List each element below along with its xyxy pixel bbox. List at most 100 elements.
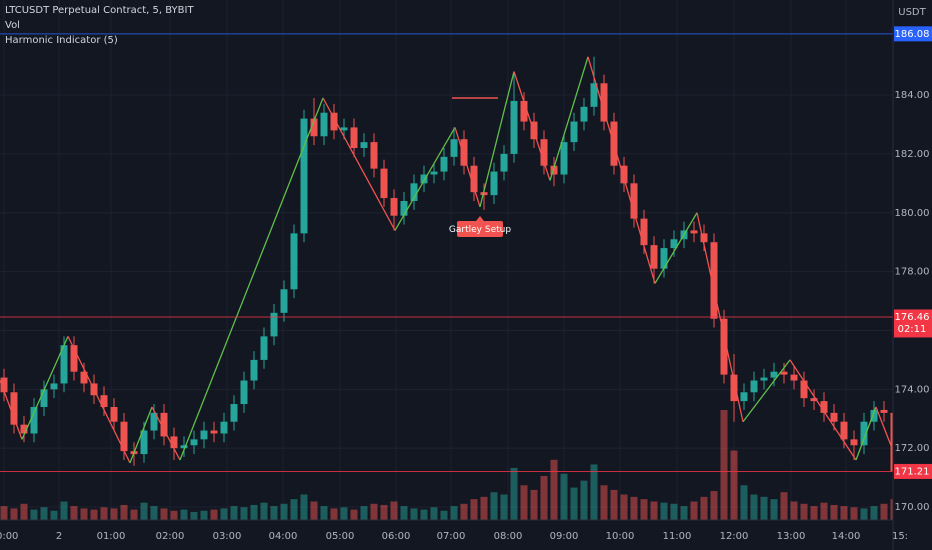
volume-bar (830, 504, 838, 520)
volume-bar (180, 509, 188, 520)
x-tick-label: 15: (892, 531, 908, 542)
x-tick-label: 11:00 (663, 531, 692, 542)
y-tick-label: 178.00 (895, 267, 930, 278)
candle-body (280, 289, 288, 313)
volume-bar (430, 507, 438, 520)
x-tick-label: 14:00 (832, 531, 861, 542)
candle-body (690, 230, 698, 234)
candle-body (310, 118, 318, 137)
volume-bar (520, 485, 528, 520)
candle-body (560, 142, 568, 175)
volume-bar (80, 508, 88, 520)
volume-bar (620, 494, 628, 520)
candle-body (270, 312, 278, 337)
volume-bar (540, 476, 548, 520)
candle-body (440, 156, 448, 172)
y-tick-label: 184.00 (895, 90, 930, 101)
volume-bar (110, 508, 118, 520)
candle-body (490, 171, 498, 196)
volume-bar (190, 511, 198, 520)
volume-bar (650, 501, 658, 520)
volume-bar (260, 502, 268, 520)
candle-body (660, 248, 668, 269)
volume-bar (220, 508, 228, 520)
candle-body (740, 392, 748, 402)
candle-body (590, 83, 598, 107)
x-tick-label: 13:00 (777, 531, 806, 542)
candle-body (380, 168, 388, 199)
volume-bar (310, 501, 318, 520)
x-tick-label: 12:00 (720, 531, 749, 542)
price-label-box (894, 463, 932, 479)
candle-body (60, 345, 68, 384)
candle-body (810, 398, 818, 402)
candle-body (780, 371, 788, 375)
candle-body (550, 165, 558, 175)
volume-bar (120, 504, 128, 520)
harmonic-leg (179, 97, 324, 461)
volume-bar (60, 501, 68, 520)
x-tick-label: 00:00 (0, 531, 18, 542)
candle-body (260, 336, 268, 360)
candle-body (460, 139, 468, 166)
currency-label: USDT (898, 7, 926, 18)
candle-body (210, 430, 218, 434)
x-tick-label: 02:00 (156, 531, 185, 542)
candle-body (430, 171, 438, 175)
candle-body (750, 380, 758, 393)
candle-body (220, 421, 228, 434)
harmonic-leg (587, 56, 656, 284)
countdown-label: 02:11 (898, 324, 927, 335)
candle-body (650, 245, 658, 269)
volume-bar (140, 502, 148, 520)
volume-bar (200, 510, 208, 520)
volume-bar (580, 480, 588, 520)
volume-bar (710, 491, 718, 520)
candle-body (470, 165, 478, 193)
price-label-box (894, 26, 932, 42)
candle-body (0, 377, 8, 393)
volume-bar (480, 496, 488, 520)
harmonic-leg (513, 71, 551, 181)
volume-bar (150, 506, 158, 520)
volume-bar (450, 506, 458, 520)
indicator-label: Harmonic Indicator (5) (5, 35, 118, 46)
volume-bar (820, 502, 828, 520)
volume-bar (10, 508, 18, 520)
harmonic-leg (151, 406, 181, 461)
harmonic-leg (654, 212, 698, 284)
volume-bar (270, 506, 278, 520)
volume-bar (750, 494, 758, 520)
annotation-pointer (476, 215, 484, 221)
candle-body (170, 436, 178, 449)
volume-bar (600, 485, 608, 520)
x-tick-label: 07:00 (437, 531, 466, 542)
candle-body (330, 112, 338, 131)
volume-bar (800, 503, 808, 520)
volume-bar (160, 508, 168, 520)
volume-bar (780, 492, 788, 520)
volume-bar (690, 501, 698, 520)
volume-bar (870, 506, 878, 520)
price-label: 186.08 (895, 29, 930, 40)
volume-bar (890, 499, 893, 520)
harmonic-leg (322, 97, 396, 231)
harmonic-leg (479, 71, 515, 208)
volume-bar (490, 492, 498, 520)
candle-body (100, 395, 108, 407)
candle-body (390, 198, 398, 216)
candle-body (230, 404, 238, 422)
candle-body (670, 239, 678, 249)
annotation-box (457, 220, 503, 237)
volume-bar (320, 506, 328, 520)
candle-body (570, 121, 578, 143)
volume-bar (470, 499, 478, 520)
candle-body (580, 106, 588, 122)
candle-body (190, 439, 198, 446)
volume-bar (660, 502, 668, 520)
volume-bar (370, 503, 378, 520)
candle-body (640, 218, 648, 246)
y-tick-label: 182.00 (895, 149, 930, 160)
volume-bar (550, 459, 558, 520)
